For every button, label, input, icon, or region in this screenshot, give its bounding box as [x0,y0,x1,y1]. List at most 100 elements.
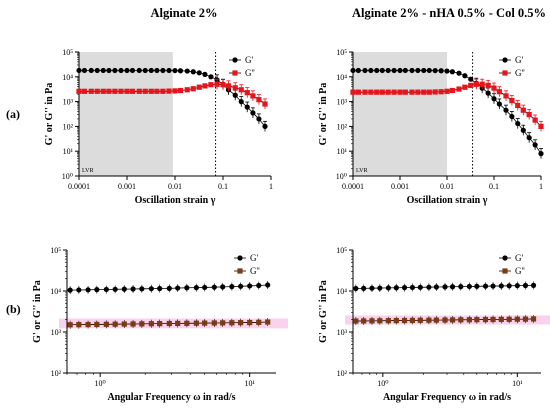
data-point-gprime [129,67,136,74]
y-tick-label: 10⁵ [336,48,347,57]
legend-label: G'' [245,68,255,78]
lvr-label: LVR [82,168,93,174]
data-point-gdouble [374,89,380,95]
data-point-gprime [238,99,244,105]
title-left: Alginate 2% [150,6,217,20]
data-point-gprime [148,67,154,74]
data-point-gdouble [491,85,497,91]
data-point-gprime [361,285,367,291]
data-point-gprime [468,76,474,82]
data-point-gdouble [458,317,464,323]
data-point-gprime [509,113,515,120]
x-tick-label: 10¹ [512,379,523,388]
x-tick-label: 0.0001 [342,182,364,191]
data-point-gdouble [172,88,178,94]
data-point-gprime [514,283,520,289]
data-point-gprime [88,67,94,74]
legend-marker [232,70,238,76]
data-point-gprime [265,282,271,288]
data-point-gprime [438,68,444,74]
data-point-gdouble [485,82,491,89]
data-point-gdouble [142,88,148,94]
data-point-gdouble [100,88,106,94]
data-point-gdouble [106,88,112,94]
data-point-gprime [377,285,383,291]
data-point-gdouble [426,89,432,95]
data-point-gprime [391,67,397,74]
data-point-gdouble [409,317,416,323]
data-point-gprime [491,96,497,102]
data-point-gprime [172,67,178,74]
data-point-gprime [409,284,416,291]
data-point-gdouble [355,89,361,95]
data-point-gdouble [509,97,515,104]
data-point-gdouble [385,318,392,324]
data-point-gprime [256,116,262,122]
data-point-gdouble [88,88,94,94]
data-point-gprime [175,285,181,291]
data-point-gprime [520,127,526,133]
row-label-b: (b) [6,302,21,316]
data-point-gprime [485,90,491,96]
x-axis-label: Oscillation strain γ [407,195,488,206]
data-point-gdouble [184,320,190,326]
data-point-gprime [462,73,468,79]
data-point-gdouble [247,319,253,326]
data-point-gdouble [76,322,82,328]
data-point-gprime [232,92,238,98]
data-point-gprime [256,282,262,289]
data-point-gdouble [474,317,480,323]
data-point-gdouble [184,87,190,93]
x-tick-label: 1 [539,182,543,191]
y-tick-label: 10⁴ [62,73,73,82]
data-point-gdouble [211,320,217,326]
data-point-gprime [124,67,130,74]
data-point-gdouble [94,88,100,94]
data-point-gdouble [361,318,367,324]
data-point-gdouble [402,89,408,95]
data-point-gdouble [220,82,226,88]
x-tick-label: 0.01 [440,182,454,191]
data-point-gdouble [538,123,544,129]
row-label-a: (a) [6,107,20,121]
legend-marker [502,255,508,261]
y-tick-label: 10¹ [63,147,74,156]
data-point-gprime [262,123,268,129]
y-tick-label: 10⁴ [336,73,347,82]
y-axis-label: G' or G'' in Pa [318,83,329,146]
data-point-gdouble [421,89,427,95]
data-point-gprime [211,284,217,290]
data-point-gprime [148,286,154,292]
data-point-gprime [417,284,423,290]
x-axis-label: Angular Frequency ω in rad/s [107,392,235,403]
x-tick-label: 0.1 [218,182,228,191]
data-point-gprime [444,68,450,74]
data-point-gdouble [482,316,489,323]
data-point-gprime [166,67,172,74]
data-point-gprime [385,285,392,291]
data-point-gdouble [526,111,532,118]
data-point-gdouble [530,316,537,322]
legend-label: G' [515,55,523,65]
data-point-gprime [250,110,256,116]
data-point-gdouble [417,317,423,323]
data-point-gdouble [466,317,472,323]
data-point-gprime [379,67,385,74]
data-point-gprime [458,284,464,290]
x-tick-label: 0.0001 [68,182,90,191]
data-point-gdouble [415,89,421,95]
data-point-gdouble [369,318,375,324]
data-point-gdouble [520,107,526,113]
data-point-gdouble [377,318,383,324]
data-point-gdouble [262,101,268,107]
y-tick-label: 10⁰ [62,172,73,181]
data-point-gprime [433,284,439,290]
data-point-gprime [208,74,214,80]
y-tick-label: 10⁰ [336,172,347,181]
y-tick-label: 10² [337,122,348,131]
y-tick-label: 10¹ [337,147,348,156]
legend-marker [502,268,508,274]
data-point-gprime [466,283,472,290]
